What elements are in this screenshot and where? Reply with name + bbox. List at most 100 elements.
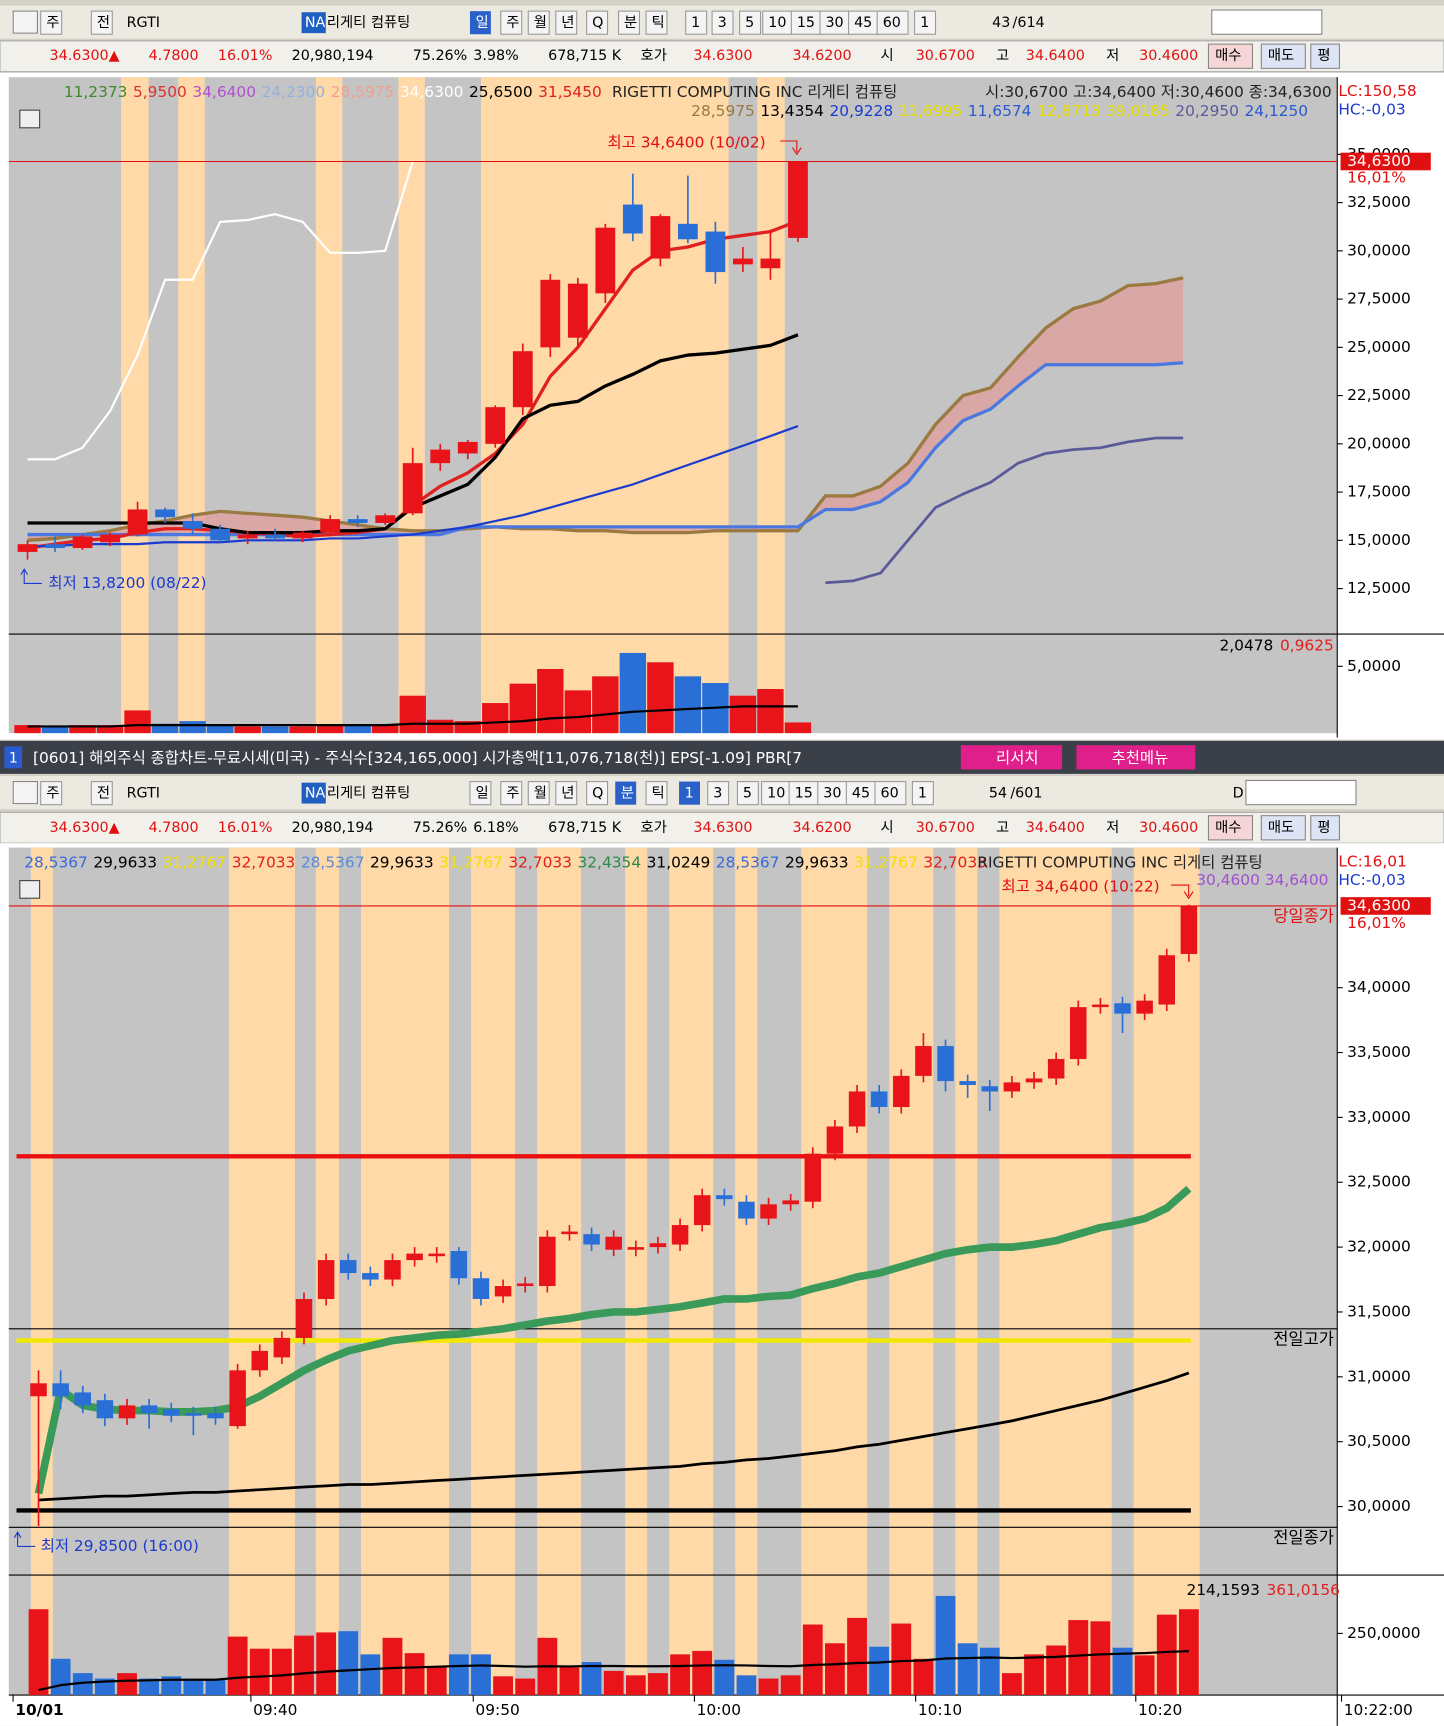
info-value[interactable]: 매수	[1215, 47, 1241, 64]
toolbar-item[interactable]: Q	[592, 786, 603, 802]
info-value[interactable]: 평	[1317, 819, 1330, 836]
toolbar-item[interactable]: 1	[918, 786, 927, 802]
toolbar-item[interactable]: 1	[920, 15, 929, 31]
toolbar-item[interactable]: 30	[823, 786, 841, 802]
toolbar-item[interactable]: NA	[305, 786, 326, 802]
toolbar-item[interactable]: 10	[768, 15, 786, 31]
toolbar-item[interactable]: 월	[534, 785, 547, 802]
button[interactable]	[469, 781, 492, 806]
info-value[interactable]: 매도	[1268, 47, 1294, 64]
menu-button[interactable]: 추천메뉴	[1112, 749, 1169, 767]
toolbar-item[interactable]: 1	[685, 786, 694, 802]
toolbar-item[interactable]: NA	[305, 15, 326, 31]
toolbar-item[interactable]: 리게티 컴퓨팅	[327, 14, 410, 31]
toolbar-item[interactable]: 틱	[652, 785, 665, 802]
info-value[interactable]: 평	[1317, 47, 1330, 64]
toolbar-item[interactable]: 30	[825, 15, 843, 31]
toolbar-item[interactable]: 전	[97, 785, 110, 802]
button[interactable]	[586, 10, 609, 35]
button[interactable]	[739, 10, 762, 35]
research-button[interactable]	[960, 745, 1063, 770]
menu-button[interactable]	[1076, 745, 1196, 770]
toolbar-item[interactable]: 분	[624, 15, 637, 31]
toolbar-item[interactable]: 5	[743, 786, 752, 802]
selected-button[interactable]	[615, 781, 637, 805]
toolbar-item[interactable]: 주	[46, 786, 59, 802]
button[interactable]	[645, 10, 668, 35]
grid-icon[interactable]	[19, 109, 41, 129]
button[interactable]	[555, 10, 578, 35]
info-value: 30.4600	[1139, 48, 1198, 64]
button[interactable]	[685, 10, 708, 35]
toolbar-item[interactable]: 60	[883, 15, 901, 31]
toolbar-item[interactable]: RGTI	[127, 786, 160, 802]
toolbar-item[interactable]: 일	[475, 14, 488, 31]
button[interactable]	[876, 10, 909, 35]
toolbar-item[interactable]: /601	[1010, 786, 1042, 802]
grid-icon[interactable]	[19, 880, 41, 899]
trade-button[interactable]	[1260, 43, 1306, 69]
date-box[interactable]	[1245, 779, 1357, 806]
icon-button[interactable]	[12, 10, 38, 34]
trade-button[interactable]	[1260, 815, 1306, 841]
toolbar-item[interactable]: 10	[767, 786, 785, 802]
toolbar-item[interactable]: 1	[691, 15, 700, 31]
toolbar-item[interactable]: 분	[621, 786, 634, 802]
button[interactable]	[90, 781, 113, 806]
toolbar-item[interactable]: 월	[534, 14, 547, 31]
toolbar-item[interactable]: 15	[797, 15, 815, 31]
toolbar-item[interactable]: 3	[718, 15, 727, 31]
button[interactable]	[527, 781, 550, 806]
toolbar-item[interactable]: 틱	[652, 14, 665, 31]
toolbar-item[interactable]: 주	[506, 15, 519, 31]
icon-button[interactable]	[12, 781, 38, 805]
toolbar-item[interactable]: 일	[475, 785, 488, 802]
toolbar-item[interactable]: Q	[592, 15, 603, 31]
info-value[interactable]: 매도	[1268, 819, 1294, 836]
button[interactable]	[711, 10, 734, 35]
toolbar-item[interactable]: 45	[852, 786, 870, 802]
button[interactable]	[707, 781, 730, 806]
toolbar-item[interactable]: 54	[989, 786, 1007, 802]
toolbar-item[interactable]: 3	[713, 786, 722, 802]
button[interactable]	[645, 781, 668, 806]
toolbar-item[interactable]: 년	[561, 14, 574, 31]
button[interactable]	[911, 781, 934, 806]
hc-label: HC:-0,03	[1338, 101, 1405, 119]
button[interactable]	[586, 781, 609, 806]
toolbar-item[interactable]: 주	[506, 786, 519, 802]
button[interactable]	[914, 10, 937, 35]
trade-button[interactable]	[1310, 815, 1340, 841]
toolbar-item[interactable]: /614	[1013, 15, 1045, 31]
selected-button[interactable]	[469, 11, 491, 35]
toolbar-item[interactable]: 43	[992, 15, 1010, 31]
button[interactable]	[874, 781, 907, 806]
button[interactable]	[555, 781, 578, 806]
toolbar-item[interactable]: 45	[854, 15, 872, 31]
button[interactable]	[40, 10, 63, 35]
button[interactable]	[500, 10, 523, 35]
button[interactable]	[90, 10, 113, 35]
toolbar-item[interactable]: 주	[46, 15, 59, 31]
toolbar-item[interactable]: 전	[97, 14, 110, 31]
toolbar-item[interactable]: 60	[880, 786, 898, 802]
trade-button[interactable]	[1310, 43, 1340, 69]
toolbar-item[interactable]: 15	[795, 786, 813, 802]
candle-body	[915, 1046, 932, 1076]
button[interactable]	[40, 781, 63, 806]
toolbar-item[interactable]: RGTI	[127, 15, 160, 31]
trade-button[interactable]	[1207, 43, 1254, 69]
toolbar-item[interactable]: D	[1233, 786, 1244, 802]
info-value[interactable]: 매수	[1215, 819, 1241, 836]
toolbar-item[interactable]: 5	[745, 15, 754, 31]
button[interactable]	[527, 10, 550, 35]
trade-button[interactable]	[1207, 815, 1254, 841]
button[interactable]	[500, 781, 523, 806]
toolbar-item[interactable]: 리게티 컴퓨팅	[327, 785, 410, 802]
toolbar-item[interactable]: 년	[561, 785, 574, 802]
research-button[interactable]: 리서치	[996, 749, 1038, 767]
selected-button[interactable]	[679, 781, 700, 805]
button[interactable]	[736, 781, 759, 806]
button[interactable]	[617, 10, 641, 35]
date-box[interactable]	[1211, 9, 1323, 35]
